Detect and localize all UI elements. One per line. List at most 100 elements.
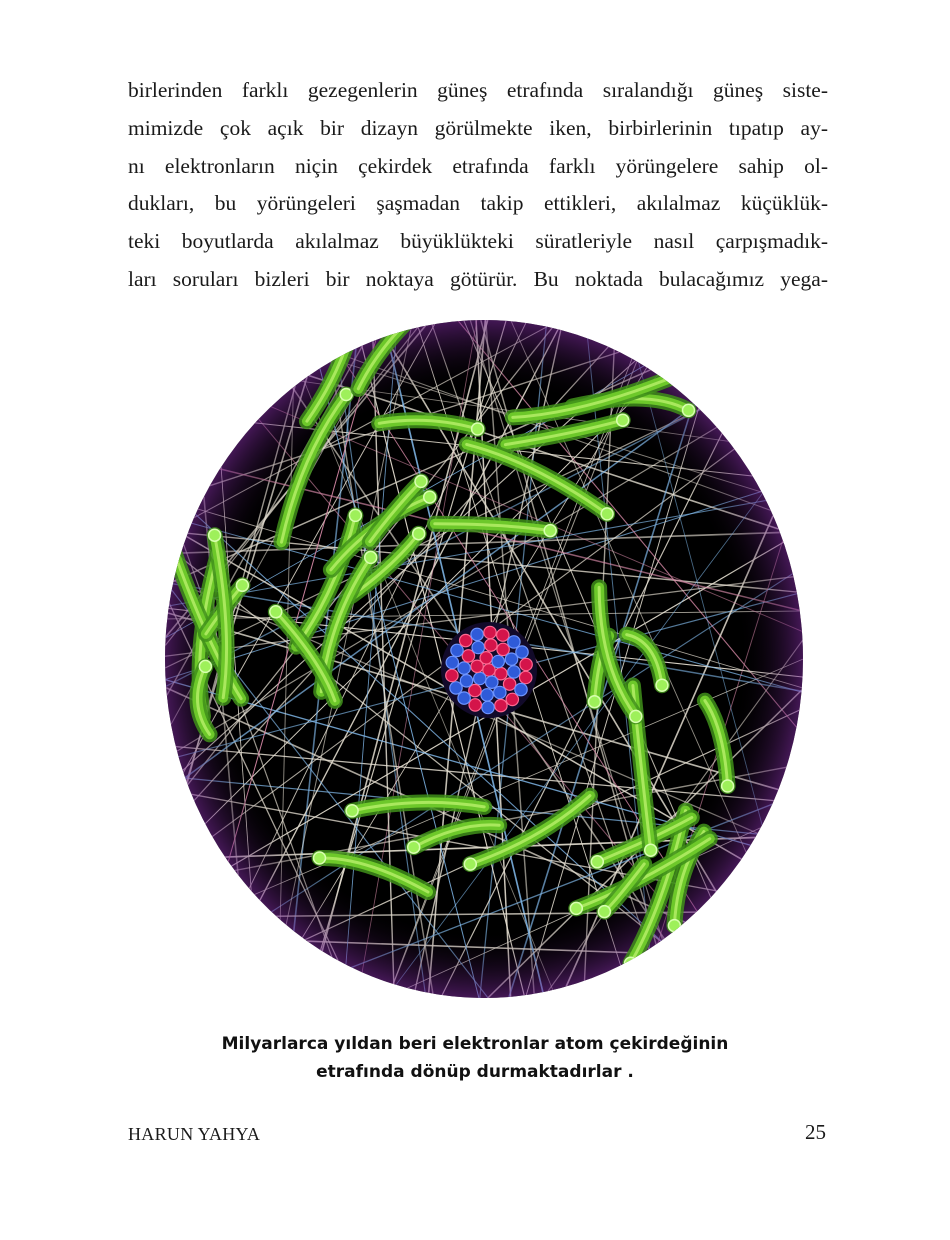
proton — [470, 659, 484, 674]
electron-trail-highlight — [294, 513, 357, 649]
neutron — [457, 691, 471, 705]
proton — [483, 625, 497, 640]
neutron — [484, 675, 499, 689]
neutron — [457, 661, 471, 675]
electron-trail-highlight — [503, 418, 625, 447]
proton — [461, 649, 476, 663]
electron — [681, 403, 696, 418]
neutron — [480, 688, 494, 702]
figure-caption: Milyarlarca yıldan beri elektronlar atom… — [150, 1030, 800, 1086]
neutron — [507, 635, 521, 649]
body-line: mimizde çok açık bir dizayn görülmekte i… — [128, 115, 828, 140]
electron — [165, 538, 179, 552]
electron — [411, 526, 426, 541]
neutron — [449, 681, 463, 695]
neutron — [470, 627, 484, 642]
electron-trail-highlight — [350, 800, 486, 813]
electron-trail-highlight — [368, 479, 423, 544]
proton — [458, 633, 473, 648]
neutron — [472, 671, 487, 686]
electron — [655, 678, 669, 692]
neutron — [515, 645, 529, 659]
caption-line: etrafında dönüp durmaktadırlar . — [316, 1062, 634, 1082]
proton — [445, 668, 459, 683]
neutron — [459, 673, 474, 688]
electron-trail-highlight — [305, 320, 360, 423]
proton — [505, 692, 520, 707]
neutron — [491, 654, 505, 669]
electron — [667, 918, 682, 933]
proton — [494, 698, 508, 713]
body-line: birlerinden farklı gezegenlerin güneş et… — [128, 78, 828, 102]
atom-illustration — [163, 318, 805, 1000]
body-paragraph: birlerinden farklı gezegenlerin güneş et… — [128, 72, 828, 299]
body-line: nı elektronların niçin çekirdek etrafınd… — [128, 153, 828, 178]
neutron — [504, 652, 519, 666]
neutron — [471, 640, 485, 655]
electron-trail-highlight — [213, 533, 229, 700]
electron-trail-highlight — [625, 633, 664, 687]
electron — [587, 694, 602, 709]
body-line: dukları, bu yörüngeleri şaşmadan takip e… — [128, 191, 828, 216]
electron-trail-highlight — [597, 585, 638, 718]
neutron — [514, 682, 528, 697]
proton — [468, 683, 482, 698]
electron — [406, 840, 421, 854]
electron — [569, 901, 584, 916]
footer-author: HARUN YAHYA — [128, 1124, 261, 1144]
electron — [597, 904, 612, 919]
electron-trail-highlight — [195, 664, 212, 736]
electron — [643, 843, 658, 857]
electron — [720, 779, 735, 793]
proton — [502, 677, 517, 691]
neutron — [481, 700, 495, 715]
electron-trail-highlight — [703, 699, 730, 788]
electron — [207, 528, 222, 542]
electron — [312, 851, 327, 865]
atom-nucleus — [441, 622, 537, 718]
electron-trail-highlight — [465, 442, 609, 516]
proton — [496, 642, 510, 657]
proton — [518, 670, 533, 685]
body-line: ları soruları bizleri bir noktaya götürü… — [128, 266, 828, 291]
proton — [519, 657, 533, 672]
electron — [470, 422, 485, 436]
electron-trail-highlight — [280, 393, 348, 544]
electron — [345, 804, 359, 818]
atom-illustration-svg — [165, 320, 803, 998]
electron — [629, 709, 643, 724]
electron — [543, 523, 557, 538]
electron — [463, 857, 478, 871]
proton — [495, 628, 510, 642]
electron — [269, 605, 283, 619]
electron — [623, 956, 638, 971]
proton — [468, 698, 482, 712]
electron-trail-highlight — [468, 794, 592, 866]
electron-trail-highlight — [433, 522, 552, 533]
electron-trail-highlight — [274, 610, 337, 703]
electron — [363, 550, 378, 565]
electron — [590, 855, 605, 869]
electron — [235, 578, 250, 593]
electron-trail-highlight — [318, 856, 430, 894]
proton — [479, 650, 493, 665]
body-line: teki boyutlarda akılalmaz büyüklükteki s… — [128, 229, 828, 254]
electron — [615, 413, 630, 427]
electron-trail-highlight — [412, 823, 501, 849]
electron — [348, 508, 363, 523]
electron — [666, 369, 681, 384]
electron-trail-highlight — [511, 375, 676, 419]
electron — [198, 659, 213, 674]
neutron — [450, 643, 464, 658]
caption-line: Milyarlarca yıldan beri elektronlar atom… — [221, 1034, 729, 1054]
neutron — [492, 685, 507, 700]
electron — [339, 387, 353, 402]
page-number: 25 — [805, 1120, 826, 1144]
neutron — [507, 665, 521, 679]
electron — [600, 507, 614, 521]
electron-trail-highlight — [377, 418, 480, 431]
electron — [414, 474, 428, 489]
proton — [484, 638, 498, 652]
neutron — [445, 655, 460, 670]
electron — [422, 490, 437, 504]
